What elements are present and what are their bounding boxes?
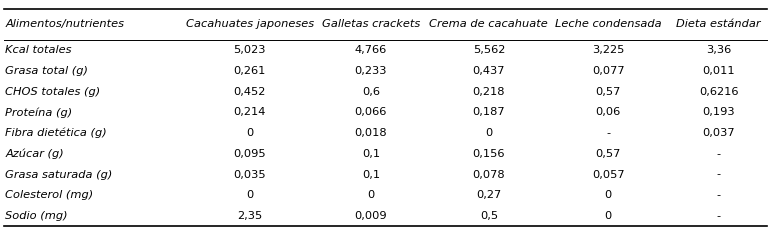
Text: 0,057: 0,057 xyxy=(592,170,625,179)
Text: -: - xyxy=(716,211,721,221)
Text: 0,233: 0,233 xyxy=(355,66,387,76)
Text: Crema de cacahuate: Crema de cacahuate xyxy=(429,19,548,29)
Text: 0,27: 0,27 xyxy=(476,190,501,200)
Text: 0: 0 xyxy=(604,190,612,200)
Text: -: - xyxy=(716,170,721,179)
Text: 0,018: 0,018 xyxy=(355,128,387,138)
Text: 0,6216: 0,6216 xyxy=(699,87,739,97)
Text: 0,009: 0,009 xyxy=(355,211,387,221)
Text: 0,57: 0,57 xyxy=(596,149,621,159)
Text: Proteína (g): Proteína (g) xyxy=(5,107,72,118)
Text: 0,066: 0,066 xyxy=(355,107,387,117)
Text: 0,06: 0,06 xyxy=(596,107,621,117)
Text: 3,225: 3,225 xyxy=(592,45,625,55)
Text: 0,261: 0,261 xyxy=(234,66,266,76)
Text: Azúcar (g): Azúcar (g) xyxy=(5,149,64,159)
Text: 0,1: 0,1 xyxy=(362,170,380,179)
Text: 5,562: 5,562 xyxy=(473,45,505,55)
Text: 0,218: 0,218 xyxy=(473,87,505,97)
Text: Galletas crackets: Galletas crackets xyxy=(322,19,420,29)
Text: 5,023: 5,023 xyxy=(234,45,266,55)
Text: 0,6: 0,6 xyxy=(362,87,380,97)
Text: 0,011: 0,011 xyxy=(702,66,735,76)
Text: 0,078: 0,078 xyxy=(473,170,505,179)
Text: -: - xyxy=(716,149,721,159)
Text: -: - xyxy=(606,128,611,138)
Text: Colesterol (mg): Colesterol (mg) xyxy=(5,190,93,200)
Text: 0,57: 0,57 xyxy=(596,87,621,97)
Text: 2,35: 2,35 xyxy=(237,211,262,221)
Text: 0,156: 0,156 xyxy=(473,149,505,159)
Text: 0: 0 xyxy=(246,128,254,138)
Text: CHOS totales (g): CHOS totales (g) xyxy=(5,87,101,97)
Text: 0: 0 xyxy=(604,211,612,221)
Text: Kcal totales: Kcal totales xyxy=(5,45,72,55)
Text: Dieta estándar: Dieta estándar xyxy=(676,19,761,29)
Text: Leche condensada: Leche condensada xyxy=(555,19,662,29)
Text: 0,193: 0,193 xyxy=(702,107,735,117)
Text: 0,5: 0,5 xyxy=(480,211,498,221)
Text: Alimentos/nutrientes: Alimentos/nutrientes xyxy=(5,19,124,29)
Text: 3,36: 3,36 xyxy=(706,45,731,55)
Text: Grasa total (g): Grasa total (g) xyxy=(5,66,89,76)
Text: 0,035: 0,035 xyxy=(234,170,266,179)
Text: Grasa saturada (g): Grasa saturada (g) xyxy=(5,170,113,179)
Text: 0,095: 0,095 xyxy=(234,149,266,159)
Text: Sodio (mg): Sodio (mg) xyxy=(5,211,68,221)
Text: 0,452: 0,452 xyxy=(234,87,266,97)
Text: 0,187: 0,187 xyxy=(473,107,505,117)
Text: -: - xyxy=(716,190,721,200)
Text: 0: 0 xyxy=(246,190,254,200)
Text: 0,037: 0,037 xyxy=(702,128,735,138)
Text: 0: 0 xyxy=(485,128,493,138)
Text: 0,214: 0,214 xyxy=(234,107,266,117)
Text: Cacahuates japoneses: Cacahuates japoneses xyxy=(186,19,314,29)
Text: Fibra dietética (g): Fibra dietética (g) xyxy=(5,128,107,138)
Text: 0: 0 xyxy=(367,190,375,200)
Text: 0,077: 0,077 xyxy=(592,66,625,76)
Text: 0,1: 0,1 xyxy=(362,149,380,159)
Text: 0,437: 0,437 xyxy=(473,66,505,76)
Text: 4,766: 4,766 xyxy=(355,45,387,55)
